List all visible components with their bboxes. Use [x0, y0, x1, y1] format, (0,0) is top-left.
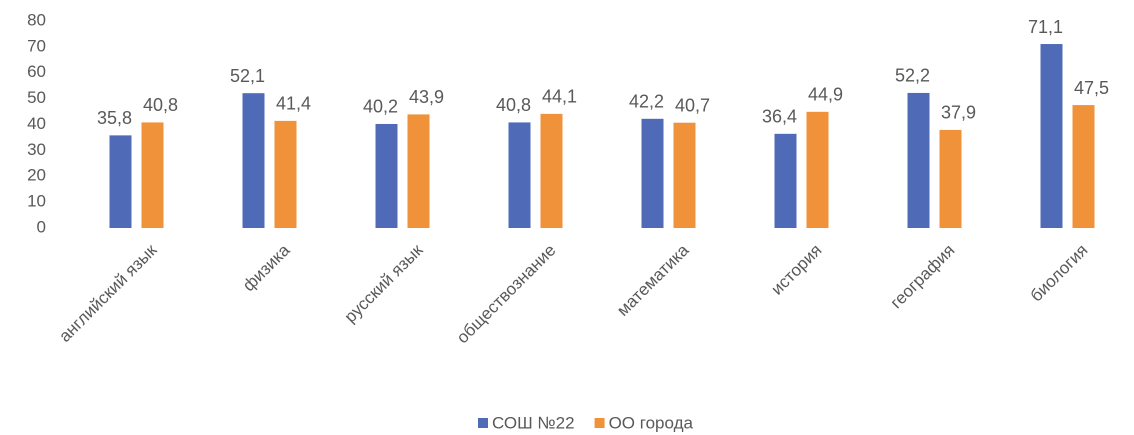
x-tick-label: английский язык: [55, 240, 161, 346]
value-label: 44,9: [808, 85, 843, 105]
y-tick-label: 10: [27, 192, 46, 211]
y-tick-label: 80: [27, 10, 46, 29]
x-tick-label: русский язык: [341, 240, 427, 326]
value-label: 40,8: [496, 95, 531, 115]
y-tick-label: 40: [27, 114, 46, 133]
value-label: 52,2: [895, 66, 930, 86]
bar: [939, 129, 962, 228]
x-tick-label: обществознание: [453, 241, 560, 348]
value-label: 43,9: [409, 87, 444, 107]
value-label: 41,4: [276, 94, 311, 114]
value-label: 35,8: [97, 108, 132, 128]
value-label: 52,1: [230, 66, 265, 86]
bar: [673, 122, 696, 228]
bar: [1040, 44, 1063, 229]
value-label: 40,2: [363, 97, 398, 117]
value-label: 37,9: [941, 103, 976, 123]
x-tick-label: география: [887, 241, 959, 313]
value-label: 71,1: [1028, 17, 1063, 37]
bar: [641, 118, 664, 228]
legend-swatch: [478, 418, 488, 428]
value-label: 44,1: [542, 87, 577, 107]
bar: [508, 122, 531, 228]
x-tick-label: физика: [239, 240, 294, 295]
bar: [375, 123, 398, 228]
x-tick-label: биология: [1027, 241, 1092, 306]
legend-label: ОО города: [609, 413, 694, 432]
y-tick-label: 20: [27, 166, 46, 185]
bar: [1072, 105, 1095, 228]
value-label: 47,5: [1074, 78, 1109, 98]
legend-swatch: [594, 418, 605, 428]
bar: [907, 92, 930, 229]
y-tick-label: 30: [27, 140, 46, 159]
bar: [540, 113, 563, 228]
y-tick-label: 70: [27, 36, 46, 55]
bar: [774, 133, 797, 228]
value-label: 40,7: [675, 95, 710, 115]
y-tick-label: 60: [27, 62, 46, 81]
value-label: 40,8: [143, 95, 178, 115]
y-tick-label: 50: [27, 88, 46, 107]
y-tick-label: 0: [37, 217, 46, 236]
bar: [109, 135, 132, 228]
value-label: 36,4: [762, 107, 797, 127]
bar: [242, 93, 265, 228]
bar: [274, 120, 297, 228]
bar: [141, 122, 164, 228]
bar: [806, 111, 829, 228]
bar: [407, 114, 430, 228]
x-tick-label: история: [767, 241, 825, 299]
value-label: 42,2: [629, 92, 664, 112]
x-tick-label: математика: [613, 240, 693, 320]
legend-label: СОШ №22: [492, 413, 575, 432]
